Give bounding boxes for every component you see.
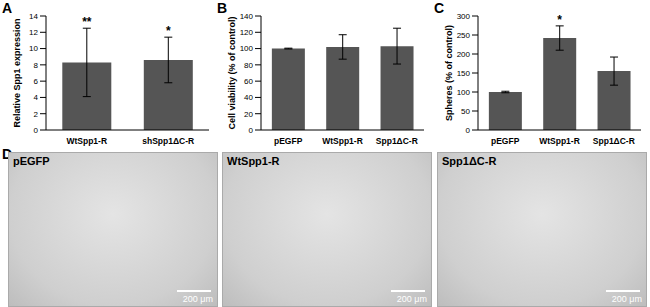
- svg-text:Spp1ΔC-R: Spp1ΔC-R: [593, 136, 635, 146]
- svg-text:6: 6: [34, 77, 39, 86]
- svg-text:100: 100: [457, 88, 471, 97]
- svg-text:4: 4: [34, 93, 39, 102]
- html-text:WtSpp1-R: WtSpp1-R: [227, 155, 280, 167]
- html-text:200 μm: 200 μm: [611, 294, 642, 304]
- svg-text:50: 50: [461, 107, 470, 116]
- svg-text:Cell viability (% of control): Cell viability (% of control): [227, 16, 237, 129]
- svg-text:Spheres (% of control): Spheres (% of control): [444, 25, 454, 121]
- svg-text:shSpp1ΔC-R: shSpp1ΔC-R: [142, 136, 194, 146]
- svg-text:140: 140: [240, 12, 254, 21]
- svg-text:pEGFP: pEGFP: [274, 136, 303, 146]
- svg-text:12: 12: [29, 28, 38, 37]
- svg-text:WtSpp1-R: WtSpp1-R: [66, 136, 107, 146]
- svg-text:WtSpp1-R: WtSpp1-R: [322, 136, 363, 146]
- svg-text:Spp1ΔC-R: Spp1ΔC-R: [376, 136, 418, 146]
- svg-text:WtSpp1-R: WtSpp1-R: [539, 136, 580, 146]
- svg-text:*: *: [557, 13, 562, 27]
- svg-text:14: 14: [29, 12, 38, 21]
- svg-text:Relative Spp1 expression: Relative Spp1 expression: [12, 18, 22, 127]
- svg-text:0: 0: [34, 126, 39, 135]
- svg-text:8: 8: [34, 61, 39, 70]
- html-text:DpEGFP: DpEGFP: [2, 146, 50, 167]
- svg-text:pEGFP: pEGFP: [491, 136, 520, 146]
- svg-text:0: 0: [466, 126, 471, 135]
- svg-text:40: 40: [244, 93, 253, 102]
- svg-text:60: 60: [244, 77, 253, 86]
- svg-text:**: **: [82, 15, 92, 29]
- html-text:C: C: [434, 0, 445, 16]
- html-text:200 μm: 200 μm: [396, 294, 427, 304]
- html-text:Spp1ΔC-R: Spp1ΔC-R: [442, 155, 497, 167]
- svg-text:250: 250: [457, 31, 471, 40]
- svg-text:120: 120: [240, 28, 254, 37]
- svg-text:300: 300: [457, 12, 471, 21]
- svg-text:*: *: [166, 24, 171, 38]
- svg-text:150: 150: [457, 69, 471, 78]
- html-text:A: A: [2, 0, 13, 16]
- svg-text:100: 100: [240, 44, 254, 53]
- svg-text:200: 200: [457, 50, 471, 59]
- svg-text:80: 80: [244, 61, 253, 70]
- svg-text:10: 10: [29, 44, 38, 53]
- svg-text:20: 20: [244, 110, 253, 119]
- html-text:B: B: [217, 0, 228, 16]
- html-text:200 μm: 200 μm: [182, 294, 213, 304]
- svg-text:0: 0: [249, 126, 254, 135]
- svg-text:2: 2: [34, 110, 39, 119]
